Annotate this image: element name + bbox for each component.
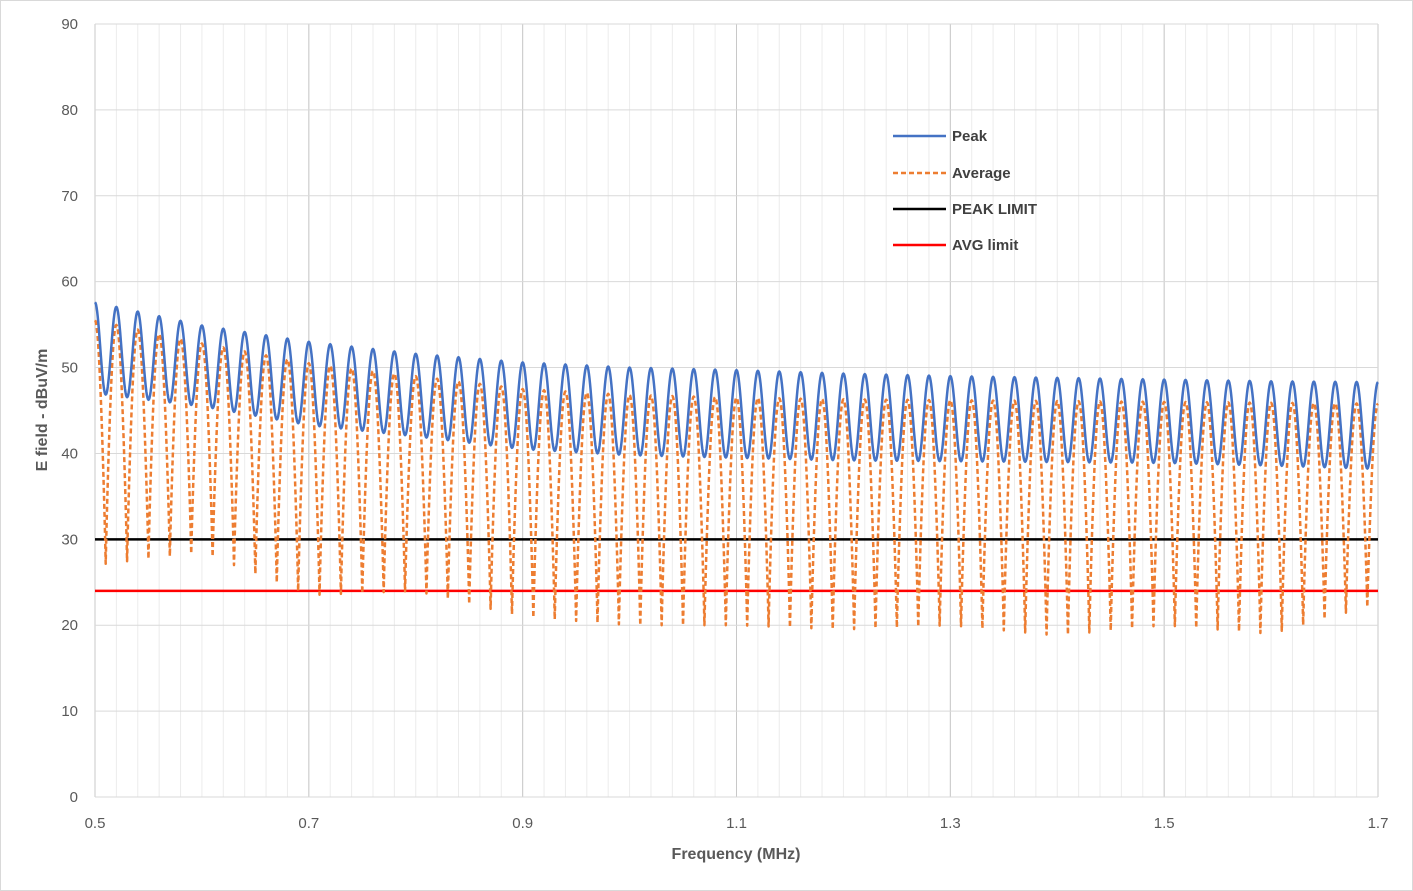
- y-axis-title: E field - dBuV/m: [34, 349, 51, 472]
- legend-label: PEAK LIMIT: [952, 201, 1037, 218]
- x-axis-title: Frequency (MHz): [672, 846, 801, 863]
- y-tick-label: 80: [61, 102, 78, 119]
- legend: Peak Average PEAK LIMIT AVG limit: [893, 128, 1037, 254]
- legend-label: AVG limit: [952, 237, 1018, 254]
- x-tick-label: 1.3: [940, 815, 961, 832]
- y-tick-label: 0: [70, 789, 78, 806]
- y-tick-label: 10: [61, 703, 78, 720]
- y-tick-label: 50: [61, 360, 78, 377]
- x-tick-label: 0.7: [298, 815, 319, 832]
- y-tick-label: 90: [61, 16, 78, 33]
- x-tick-labels: 0.5 0.7 0.9 1.1 1.3 1.5 1.7: [85, 815, 1389, 832]
- legend-label: Peak: [952, 128, 988, 145]
- x-tick-label: 1.7: [1368, 815, 1389, 832]
- x-tick-label: 1.5: [1154, 815, 1175, 832]
- y-tick-labels: 0 10 20 30 40 50 60 70 80 90: [61, 16, 78, 806]
- series-line-peak: [94, 301, 1379, 470]
- major-gridlines: [94, 23, 1379, 798]
- x-tick-label: 1.1: [726, 815, 747, 832]
- x-tick-label: 0.5: [85, 815, 106, 832]
- series-line-average: [93, 319, 1379, 636]
- series-layer: [93, 301, 1379, 636]
- y-tick-label: 30: [61, 531, 78, 548]
- legend-label: Average: [952, 165, 1011, 182]
- y-tick-label: 40: [61, 445, 78, 462]
- y-tick-label: 20: [61, 617, 78, 634]
- x-tick-label: 0.9: [512, 815, 533, 832]
- y-tick-label: 70: [61, 188, 78, 205]
- y-tick-label: 60: [61, 274, 78, 291]
